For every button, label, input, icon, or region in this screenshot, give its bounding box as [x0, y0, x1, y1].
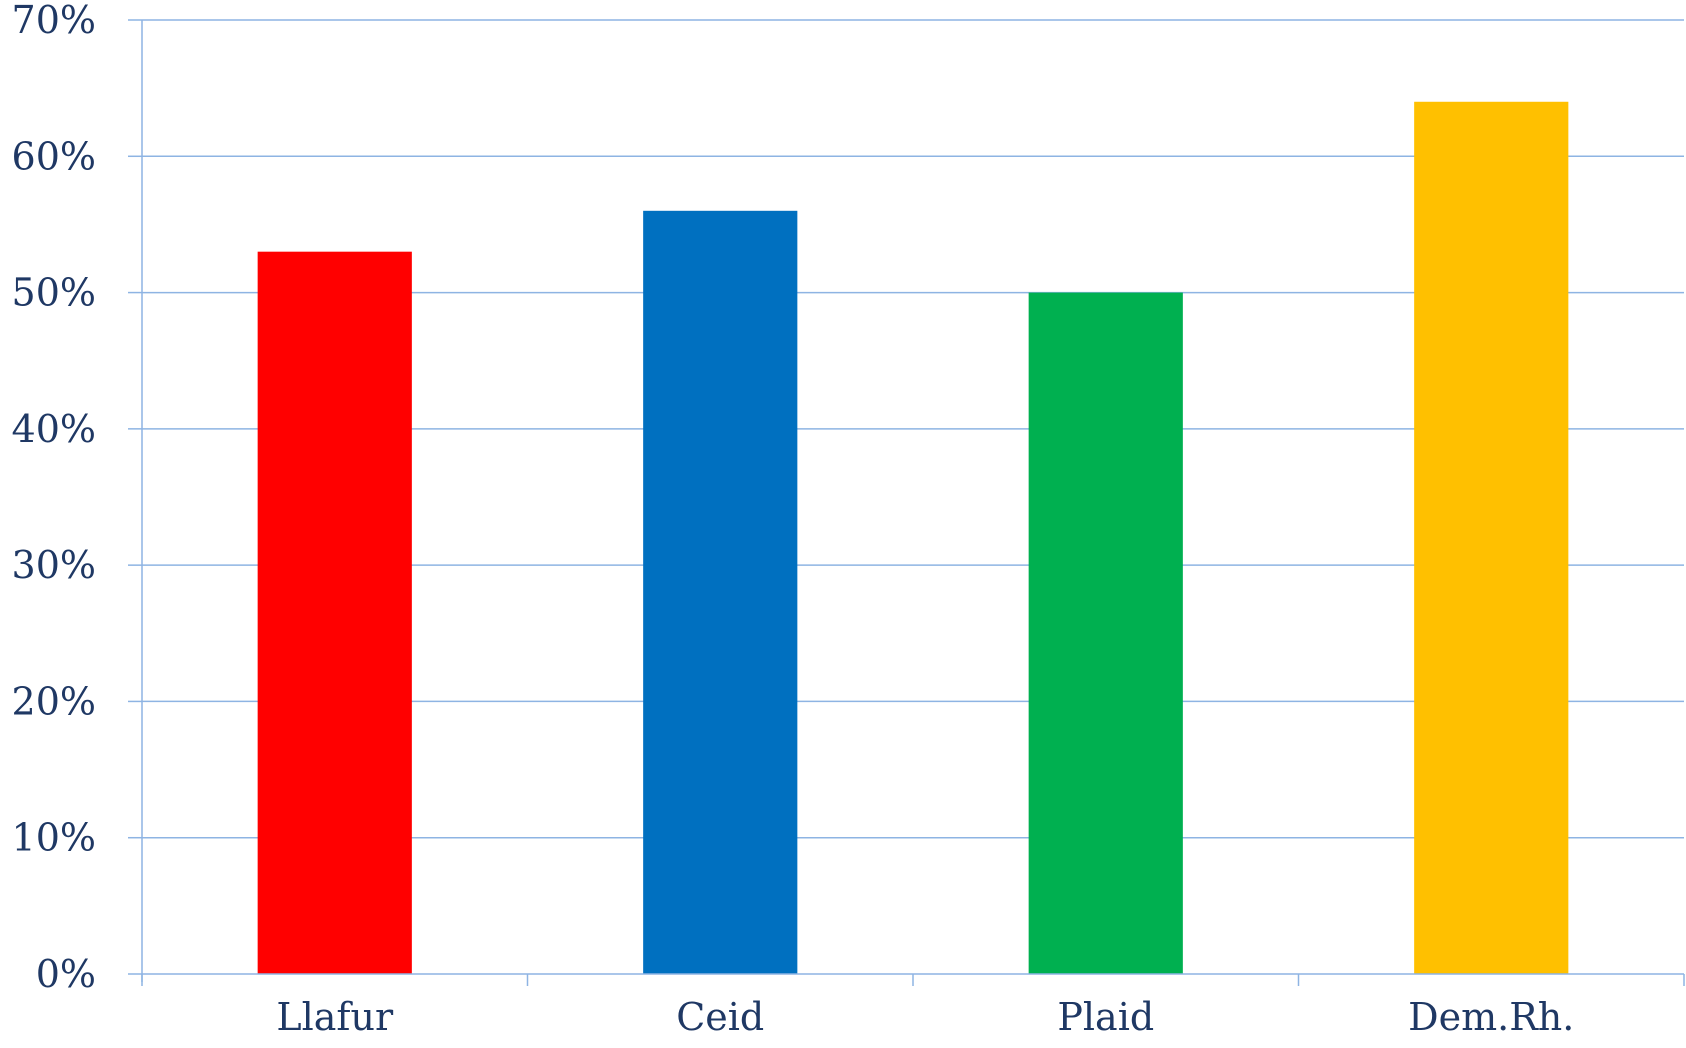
axes	[128, 19, 1685, 986]
y-tick-labels: 0% 10% 20% 30% 40% 50% 60% 70%	[12, 0, 96, 996]
y-tick-label: 30%	[12, 543, 96, 587]
y-tick-label: 40%	[12, 407, 96, 451]
y-tick-label: 70%	[12, 0, 96, 42]
y-tick-label: 50%	[12, 271, 96, 315]
x-tick-labels: Llafur Ceid Plaid Dem.Rh.	[276, 995, 1574, 1039]
x-tick-label: Ceid	[676, 995, 764, 1039]
bars	[257, 101, 1569, 975]
y-tick-label: 60%	[12, 134, 96, 178]
x-tick-label: Dem.Rh.	[1408, 995, 1574, 1039]
bar	[1028, 292, 1183, 975]
x-tick-label: Plaid	[1057, 995, 1154, 1039]
x-tick-label: Llafur	[276, 995, 394, 1039]
bar	[643, 210, 798, 975]
bar	[1414, 101, 1569, 975]
y-tick-label: 20%	[12, 679, 96, 723]
y-tick-label: 0%	[36, 952, 96, 996]
bar	[257, 251, 412, 974]
y-tick-label: 10%	[12, 816, 96, 860]
